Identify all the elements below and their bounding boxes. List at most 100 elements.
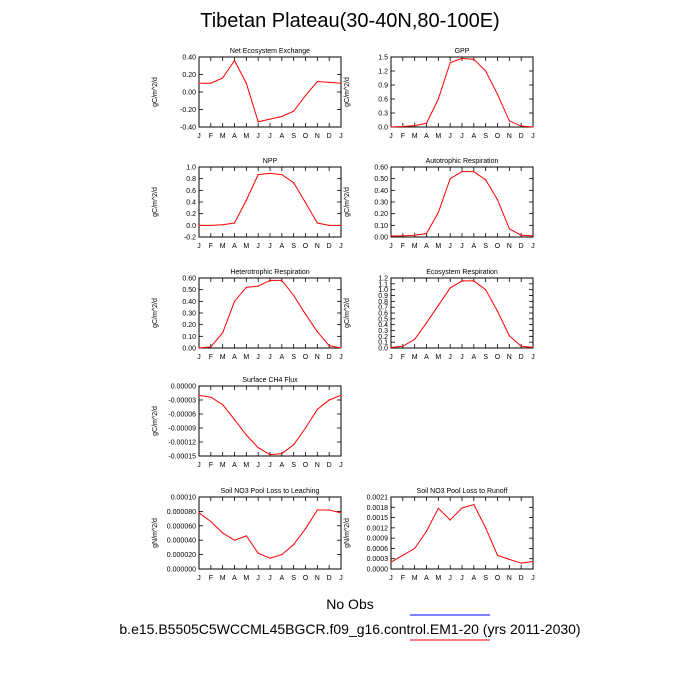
y-tick-label: 0.000000 bbox=[167, 567, 196, 574]
data-point bbox=[449, 178, 451, 180]
series-line bbox=[199, 172, 341, 226]
data-point bbox=[316, 222, 318, 224]
data-point bbox=[414, 125, 416, 127]
x-tick-label: S bbox=[291, 354, 296, 361]
x-tick-label: A bbox=[232, 575, 237, 582]
data-point bbox=[532, 126, 534, 128]
y-tick-label: 0.4 bbox=[186, 200, 196, 207]
y-tick-label: 1.2 bbox=[378, 276, 388, 283]
data-point bbox=[222, 332, 224, 334]
data-point bbox=[198, 347, 200, 349]
data-point bbox=[425, 232, 428, 235]
data-point bbox=[437, 211, 439, 214]
data-point bbox=[402, 345, 404, 347]
y-tick-label: 1.2 bbox=[378, 69, 388, 76]
x-tick-label: M bbox=[435, 243, 441, 250]
x-tick-label: D bbox=[327, 243, 332, 250]
plot-frame bbox=[198, 277, 342, 349]
data-point bbox=[402, 125, 404, 128]
panel-title: Ecosystem Respiration bbox=[426, 269, 498, 276]
x-tick-label: A bbox=[232, 133, 237, 140]
y-tick-label: 0.40 bbox=[182, 299, 196, 306]
panel-7: Surface CH4 Flux -0.00015 -0.00012 -0.00009… bbox=[152, 377, 343, 469]
panel-title: Soil NO3 Pool Loss to Runoff bbox=[417, 488, 508, 495]
x-tick-label: D bbox=[327, 354, 332, 361]
x-tick-label: J bbox=[389, 243, 393, 250]
panel-title: Soil NO3 Pool Loss to Leaching bbox=[221, 488, 320, 495]
y-tick-label: 0.9 bbox=[378, 293, 388, 300]
y-tick-label: -0.00003 bbox=[168, 398, 196, 405]
data-point bbox=[473, 58, 475, 60]
x-tick-label: J bbox=[268, 575, 272, 582]
data-point bbox=[257, 285, 259, 287]
y-tick-label: -0.00012 bbox=[168, 440, 196, 447]
data-point bbox=[402, 554, 404, 556]
x-tick-label: A bbox=[471, 575, 476, 582]
x-tick-label: J bbox=[448, 133, 452, 140]
data-point bbox=[257, 173, 259, 176]
plot-frame bbox=[198, 385, 342, 457]
x-tick-label: J bbox=[460, 354, 464, 361]
x-tick-label: A bbox=[232, 243, 237, 250]
x-tick-label: M bbox=[435, 133, 441, 140]
x-tick-label: D bbox=[519, 133, 524, 140]
series-line bbox=[391, 171, 534, 237]
y-axis-label: gC/m^2/d bbox=[152, 77, 159, 107]
data-point bbox=[414, 338, 416, 340]
y-tick-label: 0.00010 bbox=[171, 495, 196, 502]
x-tick-label: M bbox=[435, 575, 441, 582]
y-tick-label: 0.40 bbox=[182, 55, 196, 62]
data-point bbox=[293, 543, 295, 546]
data-point bbox=[496, 554, 499, 556]
data-point bbox=[485, 527, 487, 529]
y-tick-label: 0.0009 bbox=[367, 536, 389, 543]
y-tick-label: -0.00015 bbox=[168, 454, 196, 461]
data-point bbox=[461, 57, 463, 60]
data-point bbox=[496, 93, 499, 95]
data-point bbox=[461, 507, 463, 509]
y-tick-label: 0.00000 bbox=[171, 384, 196, 391]
data-point bbox=[198, 512, 200, 514]
panel-6: Ecosystem Respiration0.00.10.20.30.40.50… bbox=[344, 269, 535, 361]
x-tick-label: M bbox=[243, 575, 249, 582]
x-tick-label: M bbox=[412, 354, 418, 361]
x-tick-label: F bbox=[401, 354, 405, 361]
data-point bbox=[222, 532, 224, 534]
x-tick-label: M bbox=[220, 575, 226, 582]
data-point bbox=[269, 172, 271, 175]
y-tick-label: 0.4 bbox=[378, 322, 388, 329]
data-point bbox=[520, 234, 522, 236]
data-point bbox=[198, 82, 200, 84]
y-tick-label: 0.20 bbox=[374, 211, 388, 218]
data-point bbox=[485, 70, 487, 72]
panel-title: Surface CH4 Flux bbox=[242, 377, 298, 384]
x-tick-label: M bbox=[220, 354, 226, 361]
y-tick-label: 0.0006 bbox=[367, 546, 389, 553]
data-point bbox=[520, 125, 522, 127]
y-tick-label: 0.7 bbox=[378, 305, 388, 312]
panel-title: Autotrophic Respiration bbox=[426, 158, 499, 165]
x-tick-label: M bbox=[220, 462, 226, 469]
data-point bbox=[328, 345, 330, 347]
y-tick-label: 0.8 bbox=[186, 176, 196, 183]
data-point bbox=[328, 81, 330, 83]
x-tick-label: D bbox=[519, 575, 524, 582]
x-tick-label: S bbox=[483, 354, 488, 361]
x-tick-label: J bbox=[256, 243, 260, 250]
plot-frame bbox=[198, 56, 342, 128]
x-tick-label: M bbox=[243, 462, 249, 469]
plot-frame bbox=[390, 56, 534, 128]
data-point bbox=[328, 224, 330, 226]
x-tick-label: O bbox=[303, 243, 309, 250]
x-tick-label: J bbox=[531, 354, 535, 361]
x-tick-label: J bbox=[339, 243, 343, 250]
x-tick-label: M bbox=[243, 243, 249, 250]
data-point bbox=[245, 286, 247, 288]
data-point bbox=[210, 520, 212, 523]
data-point bbox=[461, 280, 463, 282]
y-tick-label: -0.00009 bbox=[168, 426, 196, 433]
data-point bbox=[390, 346, 392, 349]
x-tick-label: O bbox=[303, 462, 309, 469]
